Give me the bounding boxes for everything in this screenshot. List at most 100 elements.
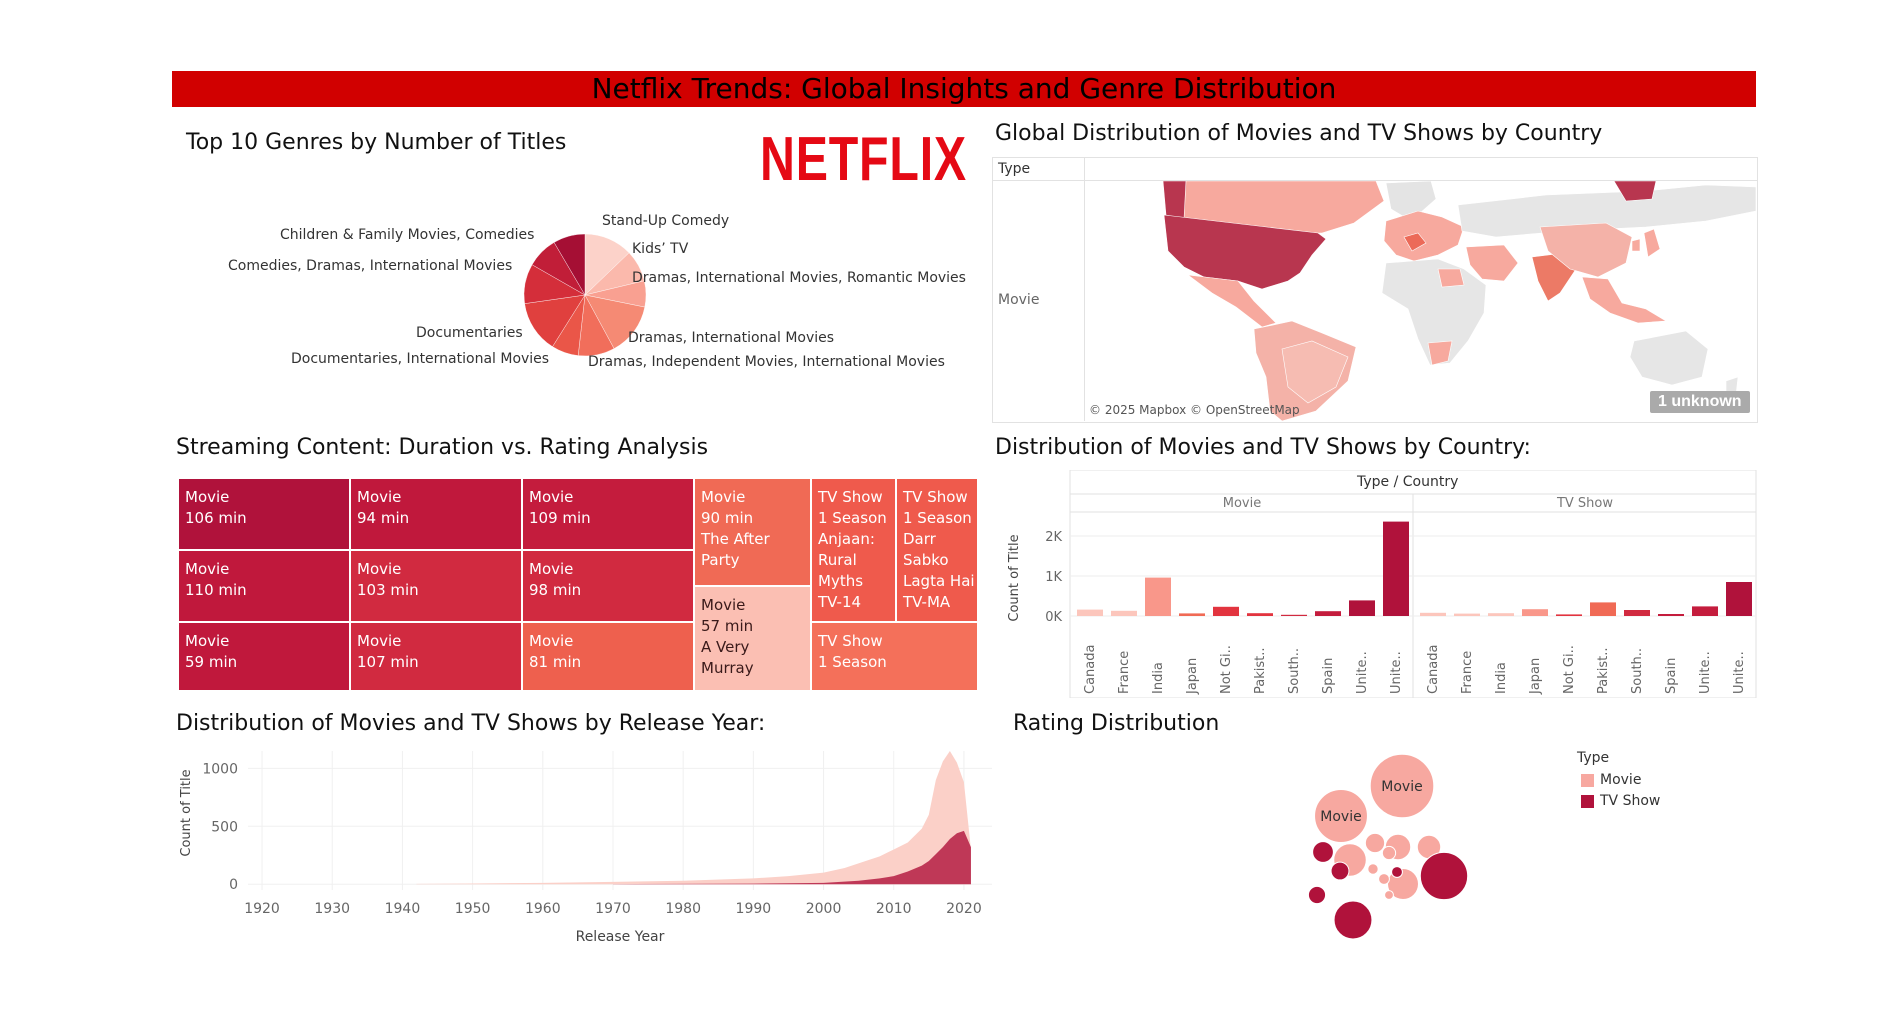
- country-bar[interactable]: [1658, 614, 1684, 616]
- map-china[interactable]: [1539, 222, 1633, 278]
- pie-slice-other[interactable]: [553, 233, 586, 296]
- rating-bubble[interactable]: [1333, 900, 1373, 940]
- treemap-cell[interactable]: Movie 103 min: [350, 550, 522, 622]
- treemap-cell-label: 106 min: [185, 509, 247, 527]
- country-bar[interactable]: [1488, 613, 1514, 616]
- treemap-cell[interactable]: Movie 110 min: [178, 550, 350, 622]
- treemap-cell-label: TV-14: [818, 593, 862, 611]
- map-australia[interactable]: [1629, 330, 1709, 386]
- map-alaska[interactable]: [1162, 181, 1187, 220]
- country-bar[interactable]: [1624, 610, 1650, 616]
- treemap-cell[interactable]: TV Show 1 Season Anjaan: Rural Myths TV-14: [811, 478, 896, 622]
- rating-bubble[interactable]: [1369, 753, 1435, 819]
- treemap-cell[interactable]: Movie 81 min: [522, 622, 694, 691]
- rating-bubble[interactable]: [1307, 885, 1327, 905]
- country-bar[interactable]: [1726, 582, 1752, 616]
- pie-label-romantic: Dramas, International Movies, Romantic M…: [632, 270, 966, 286]
- map-korea[interactable]: [1631, 238, 1641, 252]
- treemap-cell-label: Movie: [357, 632, 402, 650]
- treemap-cell[interactable]: Movie 94 min: [350, 478, 522, 550]
- treemap-cell-label: Movie: [185, 560, 230, 578]
- legend-tvshow-label[interactable]: TV Show: [1600, 793, 1661, 809]
- bars-xtick: Unite..: [1355, 651, 1370, 694]
- rating-bubble[interactable]: [1367, 863, 1379, 875]
- treemap-cell[interactable]: Movie 59 min: [178, 622, 350, 691]
- world-map[interactable]: [1086, 181, 1756, 421]
- bars-xtick: Japan: [1185, 658, 1200, 695]
- bars-ytick: 1K: [1045, 570, 1062, 585]
- treemap-cell-label: Party: [701, 551, 740, 569]
- rating-bubble[interactable]: [1330, 861, 1350, 881]
- pie-label-dramas-intl: Dramas, International Movies: [628, 330, 835, 346]
- pie-label-children: Children & Family Movies, Comedies: [280, 227, 535, 243]
- map-russia-east[interactable]: [1613, 181, 1657, 202]
- map-mexico[interactable]: [1186, 274, 1277, 328]
- treemap-cell-label: TV-MA: [903, 593, 951, 611]
- country-bar[interactable]: [1179, 613, 1205, 616]
- country-bar[interactable]: [1111, 610, 1137, 616]
- treemap-cell-label: The After: [701, 530, 770, 548]
- area-xtick: 1970: [595, 901, 631, 917]
- pie-slice-documentaries[interactable]: [524, 294, 586, 347]
- pie-slice-dramas-international-movies[interactable]: [584, 294, 646, 349]
- map-type-header: Type: [998, 161, 1031, 177]
- area-xtick: 2010: [876, 901, 912, 917]
- area-series-tv-show[interactable]: [612, 830, 971, 885]
- rating-bubble[interactable]: [1381, 845, 1397, 861]
- unknown-badge[interactable]: 1 unknown: [1650, 391, 1750, 413]
- treemap-cell[interactable]: TV Show 1 Season: [811, 622, 978, 691]
- country-bar[interactable]: [1281, 614, 1307, 616]
- country-bar[interactable]: [1556, 614, 1582, 616]
- area-xtick: 2000: [806, 901, 842, 917]
- treemap-cell-label: 103 min: [357, 581, 419, 599]
- release-year-area-chart[interactable]: 1920 1930 1940 1950 1960 1970 1980 1990 2000 2010…: [176, 745, 1006, 950]
- rating-bubble[interactable]: [1364, 832, 1386, 854]
- map-japan[interactable]: [1643, 228, 1661, 258]
- rating-bubble[interactable]: [1312, 841, 1334, 863]
- country-bar[interactable]: [1349, 600, 1375, 616]
- country-bar[interactable]: [1213, 606, 1239, 616]
- treemap-cell[interactable]: Movie 57 min A Very Murray: [694, 586, 811, 691]
- country-bar[interactable]: [1454, 613, 1480, 616]
- rating-bubble[interactable]: [1391, 866, 1403, 878]
- country-bar[interactable]: [1420, 612, 1446, 616]
- treemap-cell[interactable]: Movie 107 min: [350, 622, 522, 691]
- rating-bubble[interactable]: [1419, 851, 1469, 901]
- country-bar[interactable]: [1315, 611, 1341, 616]
- country-bar[interactable]: [1692, 606, 1718, 616]
- map-southeast-asia[interactable]: [1581, 276, 1667, 324]
- country-bar[interactable]: [1383, 521, 1409, 616]
- country-bar[interactable]: [1077, 609, 1103, 616]
- legend-movie-label[interactable]: Movie: [1600, 772, 1642, 788]
- treemap-cell-label: Movie: [529, 488, 574, 506]
- rating-bubble-chart[interactable]: Movie Movie: [1290, 745, 1490, 955]
- map-egypt[interactable]: [1437, 268, 1465, 288]
- treemap-cell[interactable]: Movie 106 min: [178, 478, 350, 550]
- rating-bubble[interactable]: [1314, 789, 1368, 843]
- area-xtick: 1980: [665, 901, 701, 917]
- map-uk[interactable]: [1403, 232, 1427, 252]
- country-bar[interactable]: [1145, 577, 1171, 616]
- treemap-cell-label: 109 min: [529, 509, 591, 527]
- treemap-cell[interactable]: Movie 109 min: [522, 478, 694, 550]
- rating-bubble[interactable]: [1378, 873, 1390, 885]
- treemap-cell[interactable]: TV Show 1 Season Darr Sabko Lagta Hai TV-MA: [896, 478, 978, 622]
- treemap-cell-label: 107 min: [357, 653, 419, 671]
- rating-bubble[interactable]: [1384, 890, 1394, 900]
- genres-pie[interactable]: [500, 210, 670, 380]
- treemap-title: Streaming Content: Duration vs. Rating A…: [176, 435, 709, 460]
- treemap-cell[interactable]: Movie 90 min The After Party: [694, 478, 811, 586]
- map-usa[interactable]: [1163, 214, 1327, 290]
- country-bar[interactable]: [1522, 609, 1548, 616]
- map-brazil[interactable]: [1281, 340, 1349, 404]
- country-bar[interactable]: [1247, 613, 1273, 616]
- country-bar[interactable]: [1590, 602, 1616, 616]
- treemap-cell[interactable]: Movie 98 min: [522, 550, 694, 622]
- bars-xtick: Canada: [1083, 645, 1098, 694]
- treemap-cell-label: 1 Season: [903, 509, 972, 527]
- map-europe[interactable]: [1383, 210, 1465, 262]
- map-south-africa[interactable]: [1427, 340, 1453, 366]
- map-middle-east[interactable]: [1465, 244, 1519, 282]
- area-series-movie[interactable]: [416, 751, 971, 885]
- country-bar-chart[interactable]: Count of Title 0K 1K 2K Movie Canada France Ind…: [992, 470, 1757, 698]
